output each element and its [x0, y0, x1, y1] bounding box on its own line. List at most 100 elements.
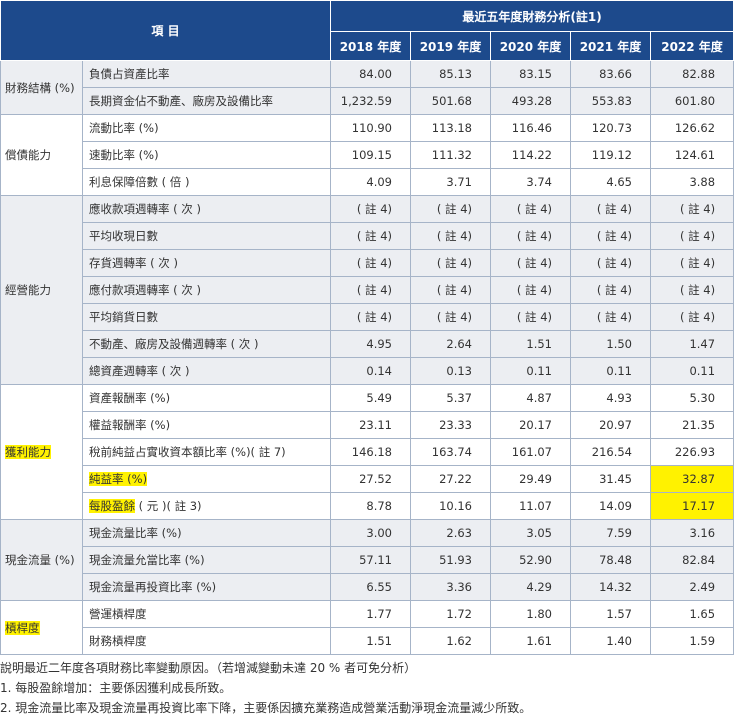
value-cell: 4.93 — [570, 384, 651, 412]
value: 1.51 — [526, 337, 552, 351]
value: ( 註 4) — [356, 256, 392, 270]
value-cell: ( 註 4) — [570, 249, 651, 277]
table-row: 稅前純益占實收資本額比率 (%)( 註 7) 146.18 163.74 161.07… — [1, 438, 735, 466]
value-cell: 52.90 — [490, 546, 571, 574]
category-cell: 經營能力 — [0, 195, 83, 385]
value: 113.18 — [431, 121, 472, 135]
value-cell: 1.80 — [490, 600, 571, 628]
item-cell: 權益報酬率 (%) — [82, 411, 331, 439]
value: 0.11 — [689, 364, 716, 378]
value-cell: 3.05 — [490, 519, 571, 547]
value-cell: ( 註 4) — [410, 276, 491, 304]
value-cell: 10.16 — [410, 492, 491, 520]
value-cell: 4.87 — [490, 384, 571, 412]
value-cell: 0.11 — [570, 357, 651, 385]
value-cell: 83.15 — [490, 60, 571, 88]
item-cell: 現金流量允當比率 (%) — [82, 546, 331, 574]
value-cell: 21.35 — [649, 411, 735, 439]
value-cell: 5.37 — [410, 384, 491, 412]
value-cell: 109.15 — [330, 141, 411, 169]
item-label: 總資產週轉率 ( 次 ) — [89, 364, 190, 378]
value: 10.16 — [439, 499, 472, 513]
value-cell: ( 註 4) — [330, 249, 411, 277]
item-header: 項 目 — [0, 0, 331, 61]
value: 216.54 — [591, 445, 632, 459]
value: 85.13 — [439, 67, 472, 81]
value: ( 註 4) — [516, 256, 552, 270]
value: ( 註 4) — [679, 256, 716, 270]
value-cell: 1.61 — [490, 627, 571, 655]
value-cell: ( 註 4) — [330, 303, 411, 331]
value: 116.46 — [511, 121, 552, 135]
value-cell: 124.61 — [649, 141, 735, 169]
value-cell: 82.84 — [649, 546, 735, 574]
value: 17.17 — [682, 499, 716, 513]
value: 3.16 — [689, 526, 716, 540]
value-cell: 501.68 — [410, 87, 491, 115]
value-cell: 126.62 — [649, 114, 735, 142]
value-cell: 1.59 — [649, 627, 735, 655]
value: 14.32 — [599, 580, 632, 594]
item-label: 平均銷貨日數 — [89, 310, 158, 324]
category-cell: 槓桿度 — [0, 600, 83, 655]
item-cell: 每股盈餘 ( 元 )( 註 3) — [82, 492, 331, 520]
value-cell: 111.32 — [410, 141, 491, 169]
table-row: 現金流量允當比率 (%) 57.11 51.93 52.90 78.48 82.84 — [1, 546, 735, 574]
item-cell: 營運槓桿度 — [82, 600, 331, 628]
value: 3.36 — [446, 580, 472, 594]
item-label: 現金流量允當比率 (%) — [89, 553, 205, 567]
note: 說明最近二年度各項財務比率變動原因。（若增減變動未達 20 % 者可免分析） — [0, 661, 417, 675]
value-cell: ( 註 4) — [330, 195, 411, 223]
value: 20.97 — [599, 418, 632, 432]
value: 4.95 — [366, 337, 392, 351]
item-cell: 財務槓桿度 — [82, 627, 331, 655]
value-cell: 114.22 — [490, 141, 571, 169]
value: 84.00 — [359, 67, 392, 81]
category-label: 獲利能力 — [5, 445, 51, 459]
value-cell: 3.16 — [649, 519, 735, 547]
item-label: 稅前純益占實收資本額比率 (%)( 註 7) — [89, 445, 286, 459]
value-cell: 5.30 — [649, 384, 735, 412]
item-cell: 負債占資產比率 — [82, 60, 331, 88]
value-cell: 1.65 — [649, 600, 735, 628]
value: ( 註 4) — [516, 283, 552, 297]
value-cell: 120.73 — [570, 114, 651, 142]
value: 21.35 — [682, 418, 716, 432]
period-header: 最近五年度財務分析(註1) — [329, 0, 735, 32]
year-header: 2022 年度 — [649, 31, 735, 61]
item-label: 不動產、廠房及設備週轉率 ( 次 ) — [89, 337, 259, 351]
item-cell: 總資產週轉率 ( 次 ) — [82, 357, 331, 385]
value-cell: 4.09 — [330, 168, 411, 196]
value: 82.88 — [682, 67, 716, 81]
category-label: 槓桿度 — [5, 620, 40, 635]
value-cell: 57.11 — [330, 546, 411, 574]
value: ( 註 4) — [679, 310, 716, 324]
value: 126.62 — [674, 121, 716, 135]
value-cell: 2.63 — [410, 519, 491, 547]
value: ( 註 4) — [596, 310, 632, 324]
value: 3.00 — [366, 526, 392, 540]
value: 1.59 — [689, 634, 716, 648]
table-row: 總資產週轉率 ( 次 ) 0.14 0.13 0.11 0.11 0.11 — [1, 357, 735, 385]
value: 601.80 — [674, 94, 716, 108]
value: 226.93 — [674, 445, 716, 459]
value-cell: 3.88 — [649, 168, 735, 196]
value: ( 註 4) — [356, 229, 392, 243]
value: ( 註 4) — [679, 283, 716, 297]
value-cell: 7.59 — [570, 519, 651, 547]
year-header: 2019 年度 — [410, 31, 491, 61]
value-cell: 17.17 — [649, 492, 735, 520]
value-cell: 32.87 — [649, 465, 735, 493]
value-cell: 161.07 — [490, 438, 571, 466]
item-cell: 平均收現日數 — [82, 222, 331, 250]
item-label: 存貨週轉率 ( 次 ) — [89, 256, 178, 270]
value: 2.64 — [446, 337, 472, 351]
value: 114.22 — [511, 148, 552, 162]
value-cell: 5.49 — [330, 384, 411, 412]
value: 119.12 — [591, 148, 632, 162]
item-label: 權益報酬率 (%) — [89, 418, 171, 432]
item-cell: 速動比率 (%) — [82, 141, 331, 169]
value: 1,232.59 — [340, 94, 392, 108]
value-cell: 553.83 — [570, 87, 651, 115]
